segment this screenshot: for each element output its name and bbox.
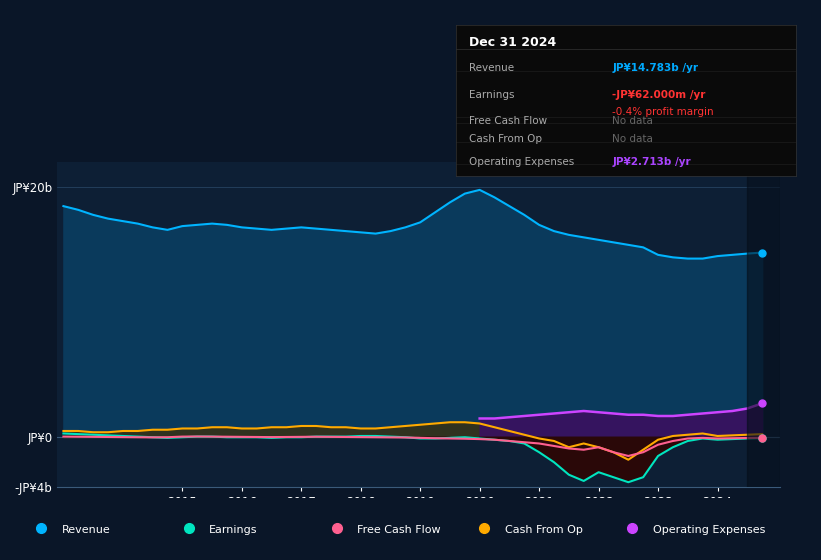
Text: Revenue: Revenue (62, 525, 110, 535)
Text: JP¥14.783b /yr: JP¥14.783b /yr (612, 63, 699, 73)
Text: Free Cash Flow: Free Cash Flow (357, 525, 441, 535)
Text: Operating Expenses: Operating Expenses (470, 157, 575, 167)
Text: No data: No data (612, 134, 654, 144)
Text: Free Cash Flow: Free Cash Flow (470, 116, 548, 126)
Text: Dec 31 2024: Dec 31 2024 (470, 36, 557, 49)
Text: -0.4% profit margin: -0.4% profit margin (612, 107, 714, 117)
Text: Earnings: Earnings (209, 525, 258, 535)
Text: Cash From Op: Cash From Op (505, 525, 583, 535)
Text: Earnings: Earnings (470, 90, 515, 100)
Text: -JP¥62.000m /yr: -JP¥62.000m /yr (612, 90, 706, 100)
Text: Cash From Op: Cash From Op (470, 134, 543, 144)
Text: Revenue: Revenue (470, 63, 515, 73)
Text: JP¥2.713b /yr: JP¥2.713b /yr (612, 157, 691, 167)
Text: Operating Expenses: Operating Expenses (653, 525, 765, 535)
Text: No data: No data (612, 116, 654, 126)
Bar (747, 162, 780, 487)
